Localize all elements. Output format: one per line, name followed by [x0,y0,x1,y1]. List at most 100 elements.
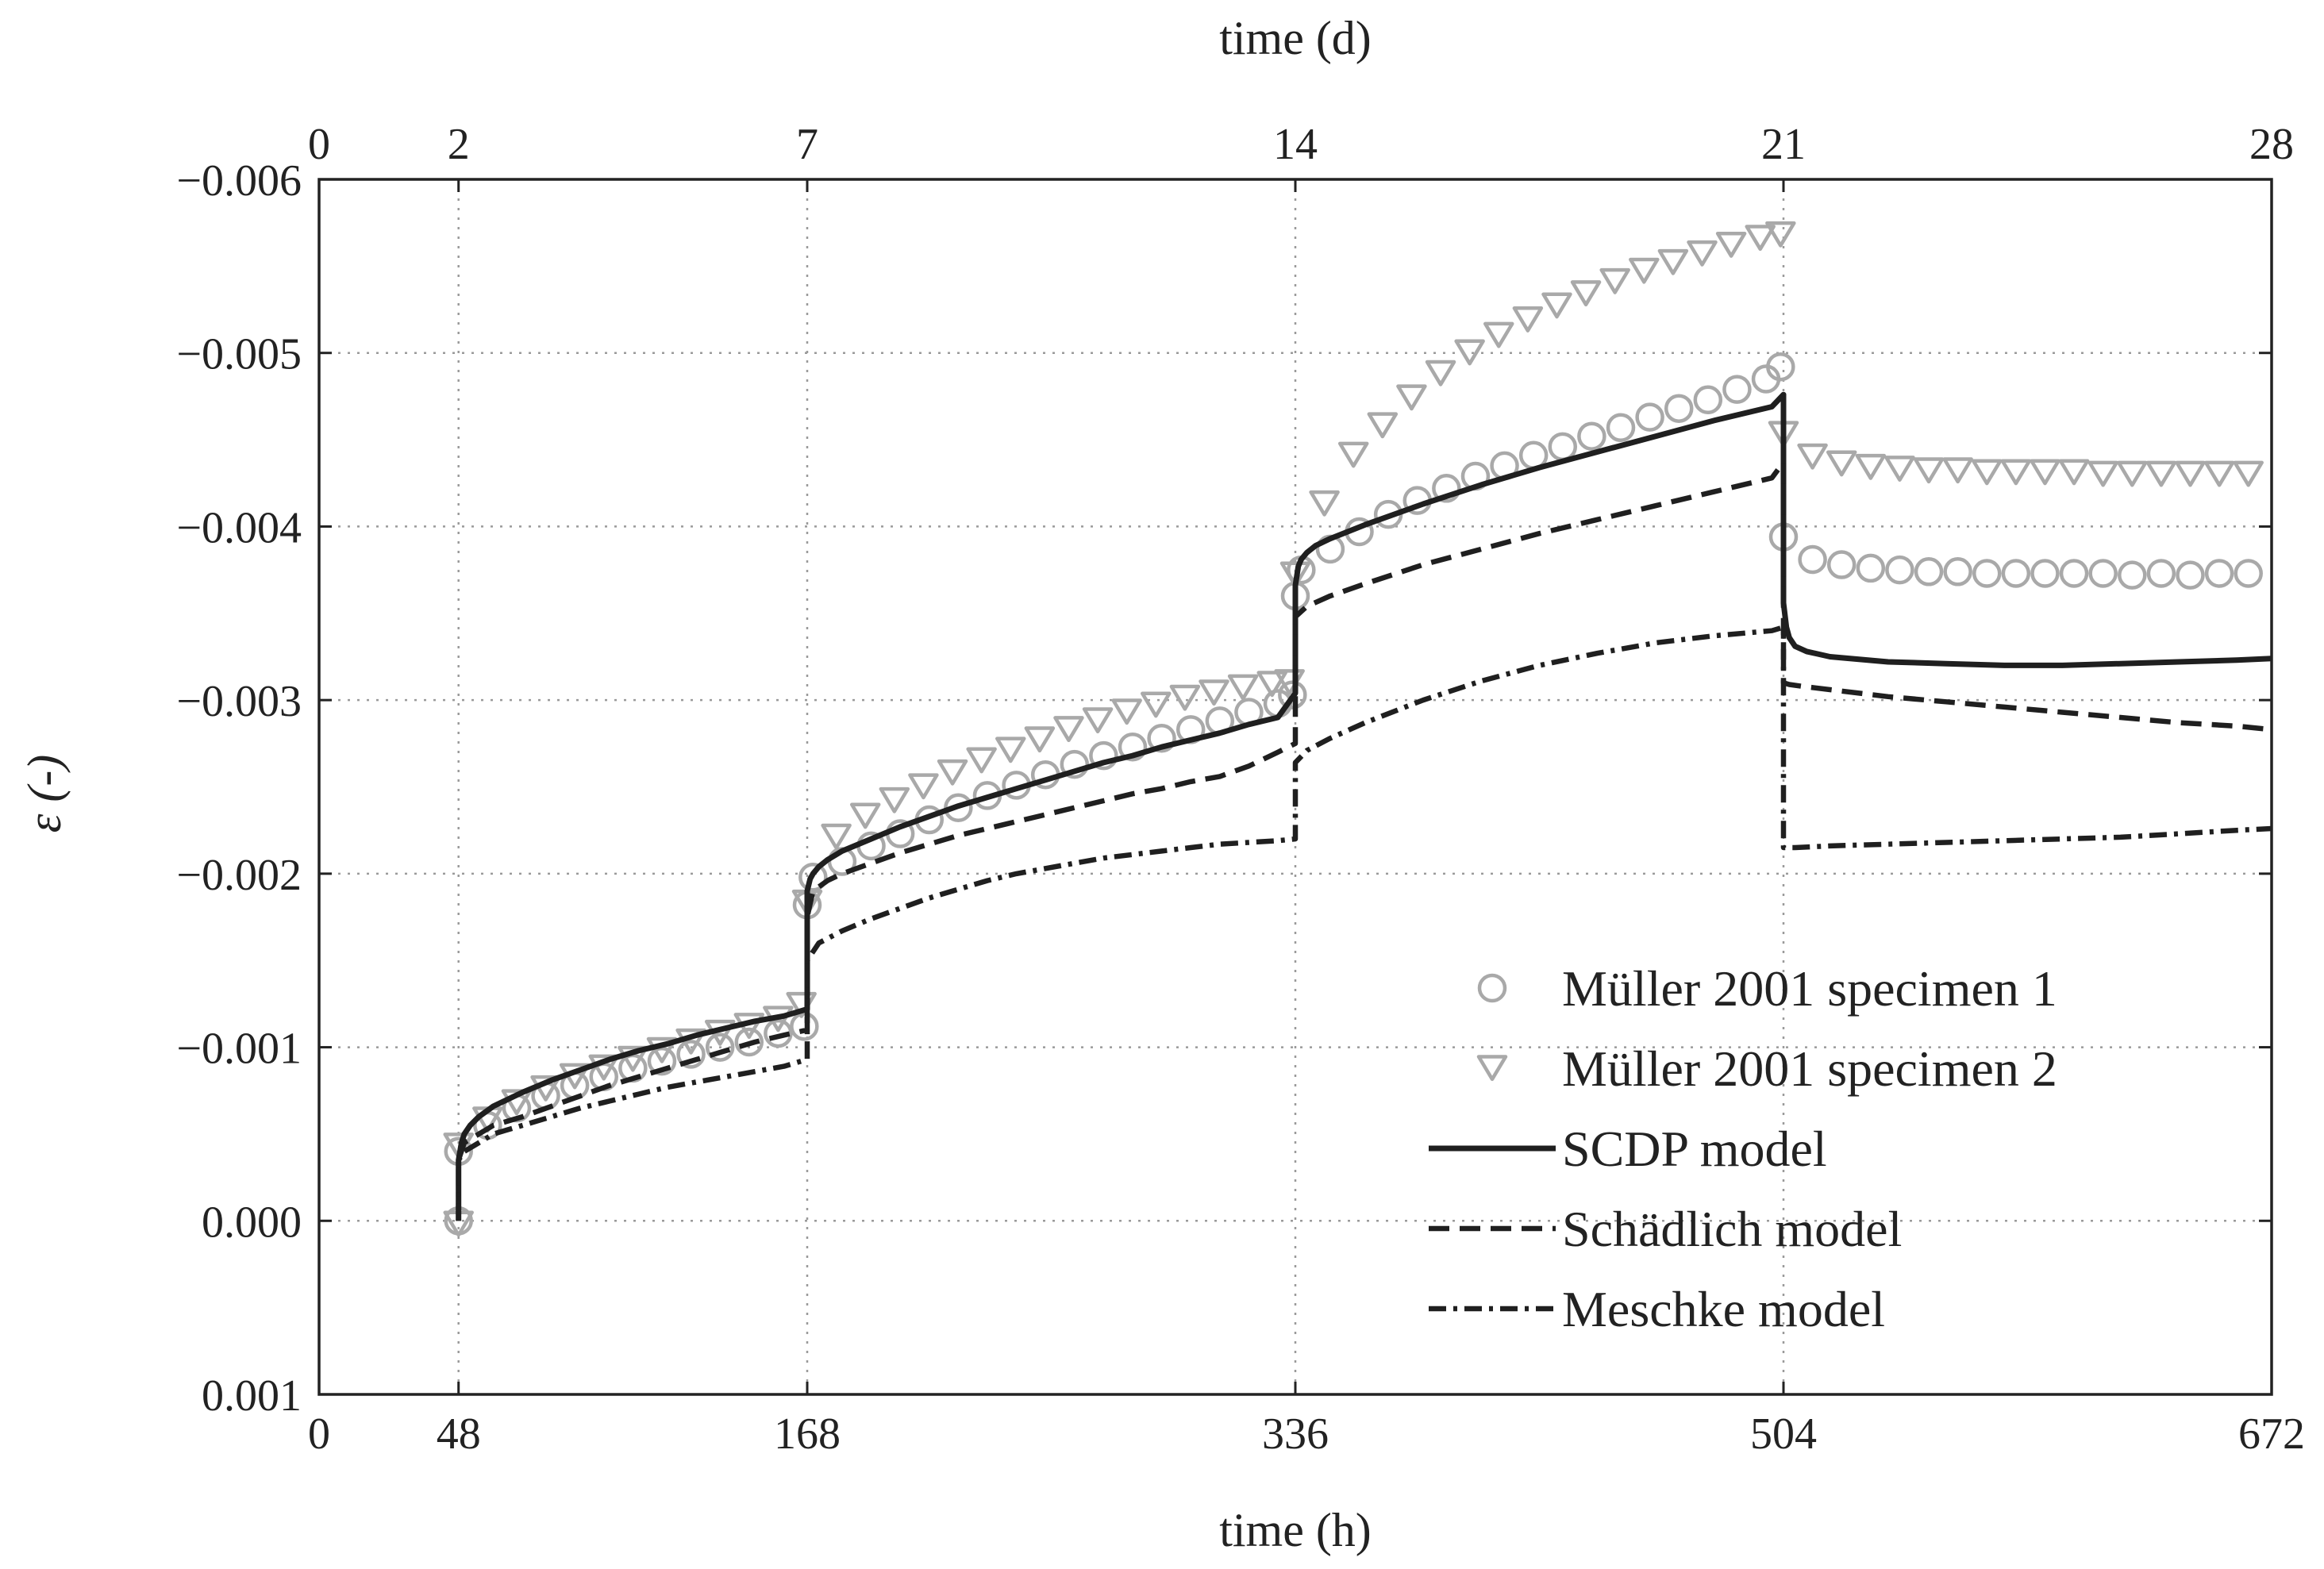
legend-marker-circle [1477,973,1507,1003]
data-point-specimen-2 [1053,716,1084,743]
data-point-specimen-2 [1657,248,1689,275]
data-point-specimen-1 [2001,559,2031,588]
data-point-specimen-1 [1577,421,1606,451]
y-tick-label: −0.006 [176,156,302,206]
data-point-specimen-1 [1606,413,1636,443]
data-point-specimen-2 [2145,460,2177,487]
x2-tick-label: 21 [1761,120,1806,169]
legend-entry: Müller 2001 specimen 2 [1476,1040,2057,1097]
data-point-specimen-2 [2030,459,2060,486]
legend-entry: Müller 2001 specimen 1 [1477,960,2057,1017]
data-point-specimen-1 [764,1018,793,1048]
x2-tick-label: 14 [1273,120,1318,169]
data-point-specimen-1 [2176,560,2205,590]
data-point-specimen-2 [2117,460,2148,487]
data-point-specimen-1 [647,1046,677,1076]
data-point-specimen-2 [849,802,881,829]
data-point-specimen-2 [1512,306,1544,333]
legend-label: Müller 2001 specimen 2 [1562,1040,2057,1097]
data-point-specimen-1 [1635,402,1664,432]
data-point-specimen-1 [1766,352,1795,382]
legend-label: SCDP model [1562,1121,1827,1177]
y-tick-label: −0.004 [176,503,302,552]
data-point-specimen-2 [1199,679,1229,706]
data-point-specimen-1 [1664,394,1694,423]
data-point-specimen-2 [588,1054,619,1081]
data-point-specimen-2 [1687,240,1718,267]
data-point-specimen-2 [1570,280,1602,307]
data-point-specimen-2 [1629,257,1660,284]
data-point-specimen-2 [646,1036,678,1063]
data-point-specimen-2 [1396,384,1427,411]
data-point-specimen-2 [1309,490,1340,517]
legend-entry: Meschke model [1429,1281,1885,1337]
data-point-specimen-2 [2203,460,2235,487]
plot-area [443,221,2272,1237]
y-tick-label: 0.000 [202,1198,302,1247]
data-point-specimen-1 [1943,557,1972,586]
legend-label: Meschke model [1562,1281,1885,1337]
data-point-specimen-1 [705,1033,735,1062]
data-point-specimen-2 [995,736,1026,763]
series-2 [443,221,2264,1237]
data-point-specimen-1 [1798,544,1827,575]
data-point-specimen-1 [2030,559,2060,588]
x-tick-label: 48 [437,1409,481,1459]
data-point-specimen-1 [676,1040,706,1069]
data-point-specimen-1 [2204,559,2234,588]
data-point-specimen-2 [966,747,997,774]
data-point-specimen-2 [1454,339,1485,366]
data-point-specimen-2 [1745,225,1776,252]
legend-label: Schädlich model [1562,1201,1902,1257]
data-point-specimen-2 [1855,453,1887,480]
legend-marker-triangle [1476,1055,1508,1082]
y-tick-label: −0.003 [176,677,302,726]
data-point-specimen-2 [2233,460,2264,487]
axis-ticks: 0 48 168 336 504 672 0 2 7 14 21 28 −0.006 −0.005 −0.0… [176,120,2305,1459]
x-tick-label: 504 [1750,1409,1817,1459]
data-point-specimen-2 [1826,450,1857,477]
data-point-specimen-1 [1278,680,1307,710]
x2-tick-label: 2 [448,120,470,169]
data-point-specimen-1 [1914,557,1944,586]
data-point-specimen-2 [1715,231,1747,258]
series-line [456,460,2272,1221]
data-point-specimen-2 [1256,671,1287,698]
x-tick-label: 168 [774,1409,841,1459]
data-point-specimen-2 [1884,456,1915,482]
data-point-specimen-1 [1147,724,1176,753]
data-point-specimen-2 [1367,412,1399,439]
data-point-specimen-1 [1432,474,1461,503]
series-3 [456,391,2272,1221]
data-point-specimen-2 [1541,292,1572,319]
y-tick-label: −0.005 [176,330,302,379]
data-point-specimen-1 [2234,559,2263,588]
x-tick-label: 672 [2238,1409,2305,1459]
y-tick-label: 0.001 [202,1371,302,1421]
data-point-specimen-2 [1337,441,1369,468]
data-point-specimen-1 [734,1027,764,1057]
data-point-specimen-2 [821,823,852,850]
x-tick-label: 0 [308,1409,330,1459]
data-point-specimen-2 [501,1089,533,1116]
data-point-specimen-2 [1082,707,1114,734]
y-tick-label: −0.002 [176,851,302,900]
data-point-specimen-1 [1118,732,1148,762]
data-point-specimen-2 [1227,674,1259,701]
data-point-specimen-1 [1826,550,1857,579]
legend: Müller 2001 specimen 1 Müller 2001 specim… [1429,960,2057,1337]
x2-tick-label: 28 [2249,120,2294,169]
data-point-specimen-2 [1942,457,1973,484]
x-axis-title: time (h) [1219,1504,1372,1556]
data-point-specimen-2 [2058,459,2090,486]
data-point-specimen-2 [618,1045,648,1072]
data-point-specimen-2 [2087,460,2118,487]
data-point-specimen-2 [908,773,939,800]
data-point-specimen-2 [1599,267,1630,294]
series-line [456,391,2272,1221]
data-point-specimen-2 [1483,321,1514,348]
data-point-specimen-1 [2118,560,2147,590]
data-point-specimen-2 [937,759,968,786]
